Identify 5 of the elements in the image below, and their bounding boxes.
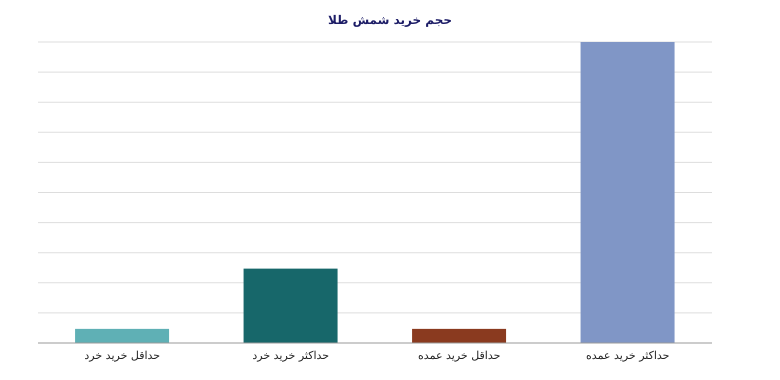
x-tick-label: حداقل خرید عمده (418, 348, 500, 362)
x-tick-label: حداکثر خرید خرد (252, 348, 330, 362)
x-tick-label: حداقل خرید خرد (84, 348, 160, 362)
x-tick-label: حداکثر خرید عمده (586, 348, 670, 362)
chart-title: حجم خرید شمش طلا (326, 12, 453, 29)
